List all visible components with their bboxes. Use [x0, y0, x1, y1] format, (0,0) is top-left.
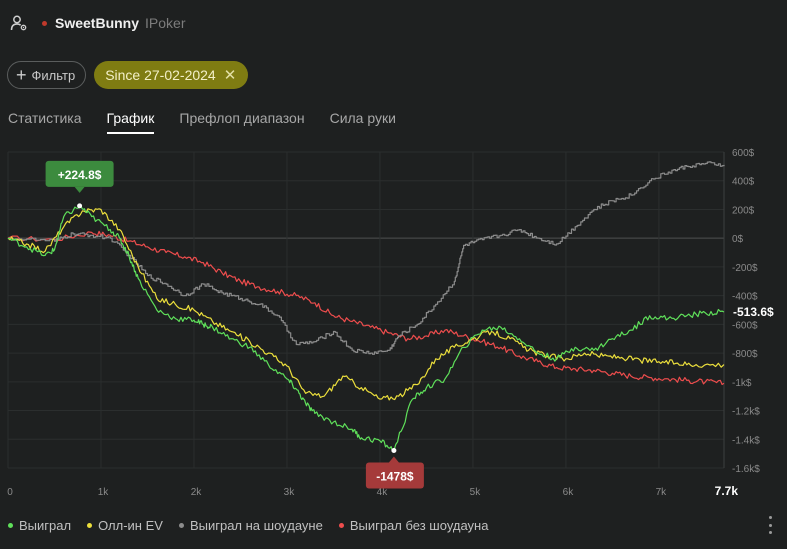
y-tick-label: 0$ [732, 234, 744, 245]
status-dot [42, 20, 47, 26]
max-badge [45, 160, 114, 187]
series-line-no-showdown [7, 230, 725, 386]
x-tick-label: 2k [191, 487, 203, 498]
y-tick-label: -1.2k$ [732, 407, 760, 418]
legend-item-won[interactable]: Выиграл [8, 518, 71, 533]
min-badge-label: -1478$ [376, 469, 414, 483]
y-tick-label: 200$ [732, 205, 755, 216]
x-tick-label: 5k [470, 487, 482, 498]
plus-icon: + [16, 65, 27, 85]
min-badge [365, 462, 424, 489]
x-tick-label: 6k [563, 487, 575, 498]
series-line-won [7, 204, 725, 452]
series-line-allin-ev [7, 208, 725, 401]
max-badge-pointer [74, 186, 85, 193]
header: SweetBunny IPoker [10, 12, 185, 34]
date-chip-label: Since 27-02-2024 [105, 67, 216, 83]
legend-dot-no-showdown [338, 523, 344, 528]
filter-label: Фильтр [31, 67, 76, 83]
legend-label-no-showdown: Выиграл без шоудауна [349, 518, 489, 533]
legend: Выиграл Олл-ин EV Выиграл на шоудауне Вы… [8, 518, 488, 533]
date-filter-chip[interactable]: Since 27-02-2024 ✕ [94, 61, 249, 89]
legend-label-won: Выиграл [19, 518, 72, 533]
max-point [77, 203, 83, 209]
filter-bar: + Фильтр Since 27-02-2024 ✕ [7, 61, 249, 89]
y-tick-label: -1.6k$ [732, 464, 760, 475]
max-badge-label: +224.8$ [58, 168, 102, 182]
x-tick-label: 1k [98, 487, 110, 498]
chart-area: 600$ 400$ 200$ 0$ -200$ -400$ -600$ -800$ -1k$ -1… [0, 140, 787, 505]
poker-room: IPoker [145, 15, 186, 31]
legend-dot-won [8, 523, 13, 528]
legend-dot-showdown [178, 523, 184, 528]
y-tick-label: 600$ [732, 148, 755, 159]
tab-preflop-range[interactable]: Префлоп диапазон [179, 110, 305, 126]
min-point [391, 447, 397, 453]
tab-hand-strength[interactable]: Сила руки [329, 110, 396, 126]
username: SweetBunny [55, 15, 140, 31]
series-line-showdown [8, 161, 725, 355]
y-tick-label: -200$ [732, 263, 758, 274]
legend-item-no-showdown[interactable]: Выиграл без шоудауна [338, 518, 489, 533]
y-tick-label: -1.4k$ [732, 435, 760, 446]
close-icon[interactable]: ✕ [223, 67, 237, 84]
y-tick-label: -600$ [732, 320, 758, 331]
tab-bar: Статистика График Префлоп диапазон Сила … [8, 110, 396, 134]
tab-statistics[interactable]: Статистика [8, 110, 82, 126]
filter-button[interactable]: + Фильтр [7, 61, 87, 89]
user-settings-icon[interactable] [10, 14, 28, 32]
x-tick-label: 0 [7, 487, 13, 498]
x-tick-label: 3k [284, 487, 296, 498]
y-tick-label: -1k$ [732, 378, 752, 389]
y-tick-label: 400$ [732, 177, 755, 188]
more-options-icon[interactable] [766, 516, 774, 534]
legend-item-showdown[interactable]: Выиграл на шоудауне [178, 518, 323, 533]
legend-label-showdown: Выиграл на шоудауне [189, 518, 323, 533]
x-end-label: 7.7k [715, 484, 739, 498]
min-badge-pointer [388, 456, 399, 463]
profit-chart: 600$ 400$ 200$ 0$ -200$ -400$ -600$ -800$ -1k$ -1… [7, 148, 774, 498]
tab-graph[interactable]: График [106, 110, 155, 134]
y-tick-label: -400$ [732, 292, 758, 303]
y-tick-label: -800$ [732, 349, 758, 360]
legend-dot-allin-ev [87, 523, 93, 528]
legend-label-allin-ev: Олл-ин EV [98, 518, 163, 533]
x-tick-label: 4k [377, 487, 389, 498]
final-value-label: -513.6$ [733, 305, 774, 319]
legend-item-allin-ev[interactable]: Олл-ин EV [87, 518, 163, 533]
x-tick-label: 7k [656, 487, 668, 498]
